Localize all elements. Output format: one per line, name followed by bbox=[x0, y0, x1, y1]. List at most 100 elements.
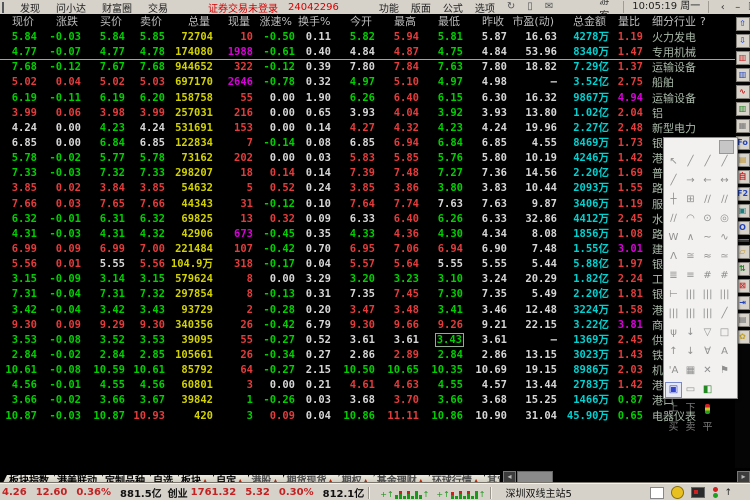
draw-tool-icon[interactable]: # bbox=[720, 270, 729, 281]
palette-icon[interactable]: ✿ bbox=[735, 330, 750, 344]
kline-chart-icon[interactable]: ▥ bbox=[735, 51, 750, 65]
tab-定制品种[interactable]: 定制品种 bbox=[96, 475, 150, 483]
draw-tool-icon[interactable]: ∕∕ bbox=[721, 194, 728, 205]
draw-tool-icon[interactable]: ≡ bbox=[686, 270, 695, 281]
column-header-10[interactable]: 最低 bbox=[438, 15, 460, 28]
menu-item-3[interactable]: 交易 bbox=[148, 3, 168, 15]
draw-tool-icon[interactable]: 'A bbox=[668, 365, 679, 376]
table-row[interactable]: 4.31 -0.03 4.31 4.32 42906 673 -0.45 0.35 4.33 4.… bbox=[0, 227, 735, 242]
tab-基金理财[interactable]: 基金理财▲ bbox=[367, 475, 429, 483]
draw-tool-icon[interactable]: ┼ bbox=[670, 194, 677, 205]
draw-tool-icon[interactable]: A bbox=[721, 346, 728, 357]
draw-tool-icon[interactable]: ╱ bbox=[687, 156, 694, 167]
table-row[interactable]: 9.30 0.09 9.29 9.30 340356 26 -0.42 6.79 9.30 9.6… bbox=[0, 318, 735, 333]
draw-tool-icon[interactable]: ╱ bbox=[704, 156, 711, 167]
table-row[interactable]: 5.56 0.01 5.55 5.56 104.9万 318 -0.17 0.04 5.57 5.… bbox=[0, 257, 735, 272]
scroll-down-icon[interactable]: ⇩ bbox=[735, 34, 750, 48]
menu-item-right-2[interactable]: 公式 bbox=[442, 3, 463, 15]
draw-tool-icon[interactable]: ||| bbox=[685, 289, 696, 300]
column-header-11[interactable]: 昨收 bbox=[482, 15, 504, 28]
column-header-5[interactable]: 现量 bbox=[228, 15, 250, 28]
draw-tool-icon[interactable]: ← bbox=[703, 175, 712, 186]
table-row[interactable]: 7.31 -0.04 7.31 7.32 297854 8 -0.13 0.31 7.35 7.4… bbox=[0, 287, 735, 302]
table-row[interactable]: 3.42 -0.04 3.42 3.43 93729 2 -0.28 0.20 3.47 3.48… bbox=[0, 303, 735, 318]
scroll-up-icon[interactable]: ⇧ bbox=[735, 17, 750, 31]
draw-tool-icon[interactable]: 下 bbox=[685, 403, 696, 414]
help-button[interactable]: ? bbox=[700, 15, 706, 28]
table-row[interactable]: 6.85 0.00 6.84 6.85 122834 7 -0.14 0.08 6.85 6.94… bbox=[0, 136, 735, 151]
draw-tool-icon[interactable]: ≣ bbox=[669, 270, 678, 281]
table-row[interactable]: 4.77 -0.07 4.77 4.78 174080 1988 -0.61 0.40 4.84… bbox=[0, 45, 735, 61]
draw-tool-icon[interactable]: ▽ bbox=[703, 327, 712, 338]
draw-tool-icon[interactable]: ◧ bbox=[702, 384, 713, 395]
menu-item-right-3[interactable]: 选项 bbox=[474, 3, 495, 15]
table-row[interactable]: 3.85 0.02 3.84 3.85 54632 5 0.52 0.24 3.85 3.86 3.… bbox=[0, 181, 735, 196]
table-row[interactable]: 3.99 0.06 3.98 3.99 257031 216 0.00 0.65 3.93 4.0… bbox=[0, 106, 735, 121]
table-row[interactable]: 6.32 -0.01 6.31 6.32 69825 13 0.32 0.09 6.33 6.40… bbox=[0, 212, 735, 227]
column-header-7[interactable]: 换手% bbox=[298, 15, 331, 28]
table-row[interactable]: 4.56 -0.01 4.55 4.56 60801 3 0.00 0.21 4.61 4.63 4… bbox=[0, 378, 735, 393]
draw-tool-icon[interactable]: ||| bbox=[702, 289, 713, 300]
minimize-button[interactable]: – bbox=[735, 1, 741, 13]
column-header-9[interactable]: 最高 bbox=[394, 15, 416, 28]
volume-chart-icon[interactable]: ▥ bbox=[735, 102, 750, 116]
draw-tool-icon[interactable]: ↔ bbox=[720, 175, 729, 186]
draw-tool-icon[interactable]: ||| bbox=[685, 308, 696, 319]
draw-tool-icon[interactable]: 买 bbox=[668, 422, 679, 433]
fo-icon[interactable]: Fo bbox=[735, 136, 750, 150]
table-row[interactable]: 3.66 -0.02 3.66 3.67 39842 1 -0.26 0.03 3.68 3.70… bbox=[0, 393, 735, 408]
draw-tool-icon[interactable]: ψ bbox=[670, 327, 677, 338]
table-row[interactable]: 4.24 0.00 4.23 4.24 531691 153 0.00 0.14 4.27 4.3… bbox=[0, 121, 735, 136]
table-row[interactable]: 6.99 0.09 6.99 7.00 221484 107 -0.42 0.70 6.95 7.… bbox=[0, 242, 735, 257]
draw-tool-icon[interactable]: ↑ bbox=[669, 346, 678, 357]
connection-status-icon[interactable] bbox=[712, 487, 719, 499]
draw-tool-icon[interactable]: ◠ bbox=[686, 213, 695, 224]
tab-期权[interactable]: 期权▲ bbox=[332, 475, 374, 483]
menu-item-right-1[interactable]: 版面 bbox=[410, 3, 431, 15]
tab-港美联动[interactable]: 港美联动 bbox=[48, 475, 102, 483]
table-row[interactable]: 7.33 -0.03 7.32 7.33 298207 18 0.14 0.14 7.39 7.4… bbox=[0, 166, 735, 181]
draw-tool-icon[interactable] bbox=[699, 401, 716, 417]
column-header-6[interactable]: 涨速% bbox=[259, 15, 292, 28]
draw-tool-icon[interactable]: □ bbox=[719, 327, 730, 338]
column-header-8[interactable]: 今开 bbox=[350, 15, 372, 28]
coin-icon[interactable] bbox=[671, 486, 685, 499]
o-icon[interactable]: O bbox=[735, 221, 750, 235]
table-row[interactable]: 5.02 0.04 5.02 5.03 697170 2646 -0.78 0.32 4.97 5… bbox=[0, 75, 735, 90]
tab-其它[interactable]: 其它▲ bbox=[478, 475, 500, 483]
table-row[interactable]: 6.19 -0.11 6.19 6.20 158758 55 0.00 1.90 6.26 6.4… bbox=[0, 91, 735, 106]
column-header-2[interactable]: 买价 bbox=[100, 15, 122, 28]
tab-板块指数[interactable]: 板块指数 bbox=[0, 475, 54, 483]
draw-tool-icon[interactable]: # bbox=[703, 270, 712, 281]
column-header-13[interactable]: 总金额 bbox=[573, 15, 606, 28]
draw-toolbar-handle[interactable] bbox=[719, 140, 734, 154]
draw-tool-icon[interactable]: ||| bbox=[702, 308, 713, 319]
window-icon[interactable]: ▣ bbox=[735, 204, 750, 218]
grid-view-icon[interactable]: ▦ bbox=[735, 119, 750, 133]
table-row[interactable]: 5.84 -0.03 5.84 5.85 72704 10 -0.50 0.11 5.82 5.9… bbox=[0, 30, 735, 45]
column-header-12[interactable]: 市盈(动) bbox=[512, 15, 554, 28]
tab-期货现货[interactable]: 期货现货▲ bbox=[277, 475, 339, 483]
draw-tool-icon[interactable]: ∿ bbox=[720, 232, 729, 243]
column-header-4[interactable]: 总量 bbox=[188, 15, 210, 28]
mail-icon[interactable]: ✉ bbox=[544, 1, 554, 12]
tab-港股[interactable]: 港股▲ bbox=[242, 475, 284, 483]
network-icon[interactable] bbox=[691, 487, 706, 498]
restore-button[interactable]: ❐ bbox=[745, 2, 750, 13]
draw-tool-icon[interactable]: ≅ bbox=[686, 251, 695, 262]
table-row[interactable]: 7.66 0.03 7.65 7.66 44343 31 -0.12 0.10 7.64 7.74… bbox=[0, 197, 735, 212]
draw-tool-icon[interactable]: ⊙ bbox=[703, 213, 712, 224]
draw-tool-icon[interactable]: ▦ bbox=[685, 365, 696, 376]
mobile-icon[interactable]: ▯ bbox=[527, 1, 533, 12]
draw-tool-icon[interactable]: ▣ bbox=[665, 382, 682, 398]
draw-tool-icon[interactable]: ✕ bbox=[703, 365, 712, 376]
note-icon[interactable] bbox=[650, 486, 665, 499]
draw-tool-icon[interactable]: Λ bbox=[670, 251, 677, 262]
draw-tool-icon[interactable]: ≈ bbox=[703, 251, 712, 262]
column-header-1[interactable]: 涨跌 bbox=[56, 15, 78, 28]
draw-tool-icon[interactable]: ∕∕ bbox=[704, 194, 711, 205]
trend-line-icon[interactable]: ∿ bbox=[735, 85, 750, 99]
draw-tool-icon[interactable]: ⊢ bbox=[669, 289, 678, 300]
draw-tool-icon[interactable]: → bbox=[686, 175, 695, 186]
draw-tool-icon[interactable]: ∧ bbox=[686, 232, 695, 243]
